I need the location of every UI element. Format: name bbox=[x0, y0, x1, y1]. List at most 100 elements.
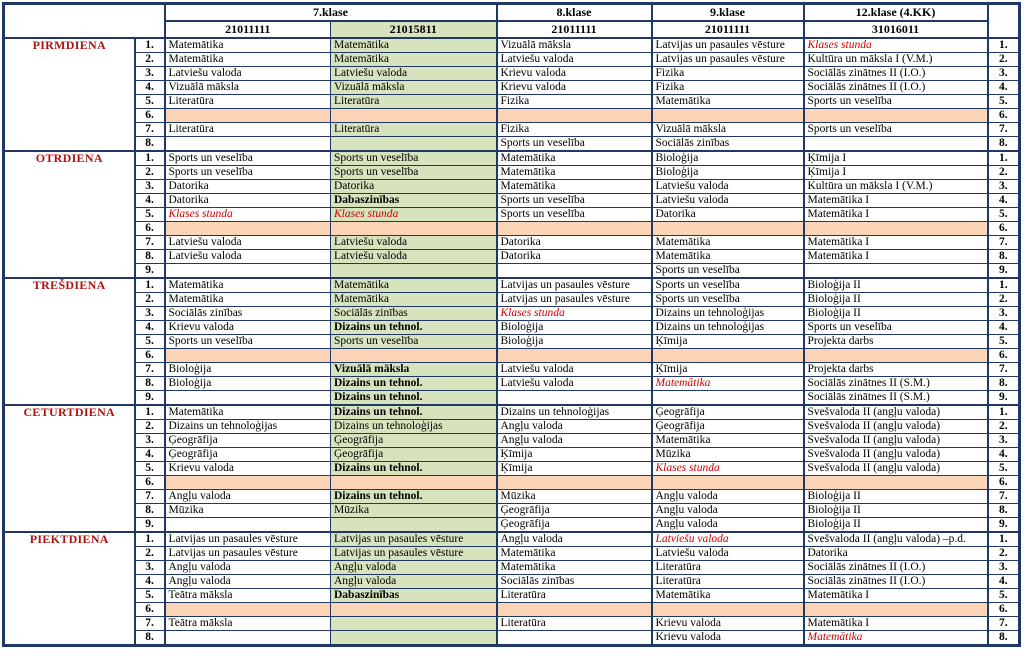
lesson-cell: Matemātika I bbox=[803, 207, 989, 222]
lesson-cell: Matemātika bbox=[803, 630, 989, 646]
period-number-right: 5. bbox=[986, 207, 1020, 222]
break-cell bbox=[330, 108, 498, 123]
lesson-cell: Sociālās zinātnes II (I.O.) bbox=[803, 66, 989, 81]
lesson-cell: Fizika bbox=[496, 94, 653, 109]
lesson-row: 4. Angļu valoda Angļu valoda Sociālās zinīb… bbox=[4, 574, 1020, 589]
lesson-cell: Matemātika bbox=[164, 37, 331, 53]
lesson-cell: Literatūra bbox=[330, 94, 498, 109]
period-number-left: 6. bbox=[133, 221, 166, 236]
lesson-row: 3. Latviešu valoda Latviešu valoda Krievu v… bbox=[4, 66, 1020, 81]
lesson-cell: Latviešu valoda bbox=[651, 193, 805, 208]
lesson-cell: Sociālās zinības bbox=[164, 306, 331, 321]
lesson-cell: Mūzika bbox=[330, 503, 498, 518]
period-number-right: 5. bbox=[986, 334, 1020, 349]
day-label: PIRMDIENA bbox=[3, 37, 136, 152]
lesson-cell: Bioloģija bbox=[164, 362, 331, 377]
period-number-left: 1. bbox=[133, 150, 166, 166]
lesson-cell: Matemātika bbox=[651, 588, 805, 603]
lesson-cell: Datorika bbox=[496, 235, 653, 250]
lesson-cell: Bioloģija II bbox=[803, 292, 989, 307]
lesson-row: 5. Sports un veselība Sports un veselība Bi… bbox=[4, 334, 1020, 349]
lesson-cell: Dizains un tehnoloģijas bbox=[164, 419, 331, 434]
lesson-cell: Bioloģija II bbox=[803, 306, 989, 321]
lesson-cell: Matemātika bbox=[496, 165, 653, 180]
lesson-cell: Ģeogrāfija bbox=[651, 404, 805, 420]
lesson-cell: Sociālās zinātnes II (S.M.) bbox=[803, 376, 989, 391]
break-row: 6. 6. bbox=[4, 348, 1020, 363]
lesson-cell: Dabaszinības bbox=[330, 193, 498, 208]
period-number-left: 1. bbox=[133, 404, 166, 420]
break-cell bbox=[803, 348, 989, 363]
lesson-cell: Svešvaloda II (angļu valoda) bbox=[803, 433, 989, 448]
lesson-cell: Matemātika bbox=[330, 52, 498, 67]
period-number-right: 1. bbox=[986, 37, 1020, 53]
lesson-cell: Krievu valoda bbox=[651, 630, 805, 646]
period-number-left: 2. bbox=[133, 52, 166, 67]
break-cell bbox=[330, 348, 498, 363]
lesson-cell: Sports un veselība bbox=[803, 320, 989, 335]
lesson-cell: Literatūra bbox=[651, 574, 805, 589]
period-number-left: 7. bbox=[133, 362, 166, 377]
period-number-right: 2. bbox=[986, 546, 1020, 561]
period-number-left: 7. bbox=[133, 235, 166, 250]
lesson-row: 9. Sports un veselība 9. bbox=[4, 263, 1020, 279]
lesson-cell: Sociālās zinības bbox=[496, 574, 653, 589]
lesson-cell: Latviešu valoda bbox=[496, 362, 653, 377]
lesson-row: 3. Datorika Datorika Matemātika Latviešu val… bbox=[4, 179, 1020, 194]
period-number-left: 5. bbox=[133, 334, 166, 349]
lesson-cell bbox=[330, 517, 498, 533]
period-number-left: 6. bbox=[133, 108, 166, 123]
lesson-row: 2. Sports un veselība Sports un veselība Ma… bbox=[4, 165, 1020, 180]
lesson-cell: Dizains un tehnoloģijas bbox=[651, 320, 805, 335]
lesson-cell: Matemātika bbox=[330, 292, 498, 307]
lesson-cell: Ģeogrāfija bbox=[330, 447, 498, 462]
period-number-right: 5. bbox=[986, 461, 1020, 476]
class-header-7: 7.klase bbox=[164, 3, 498, 22]
lesson-cell: Klases stunda bbox=[803, 37, 989, 53]
lesson-cell: Angļu valoda bbox=[496, 531, 653, 547]
period-number-right: 9. bbox=[986, 263, 1020, 279]
lesson-cell: Datorika bbox=[496, 249, 653, 264]
lesson-row: 8. Mūzika Mūzika Ģeogrāfija Angļu valoda Biol… bbox=[4, 503, 1020, 518]
lesson-cell: Matemātika bbox=[651, 376, 805, 391]
lesson-row: 4. Vizuālā māksla Vizuālā māksla Krievu val… bbox=[4, 80, 1020, 95]
period-number-right: 4. bbox=[986, 193, 1020, 208]
lesson-row: 2. Matemātika Matemātika Latviešu valoda Lat… bbox=[4, 52, 1020, 67]
lesson-row: OTRDIENA 1. Sports un veselība Sports un ve… bbox=[3, 150, 1020, 279]
break-cell bbox=[164, 108, 331, 123]
period-number-left: 8. bbox=[133, 249, 166, 264]
break-cell bbox=[330, 221, 498, 236]
lesson-cell: Latvijas un pasaules vēsture bbox=[330, 531, 498, 547]
period-number-right: 1. bbox=[986, 150, 1020, 166]
lesson-cell: Latvijas un pasaules vēsture bbox=[330, 546, 498, 561]
period-number-right: 8. bbox=[986, 136, 1020, 152]
period-number-left: 7. bbox=[133, 122, 166, 137]
period-number-left: 4. bbox=[133, 447, 166, 462]
lesson-cell: Dizains un tehnol. bbox=[330, 376, 498, 391]
lesson-row: 5. Literatūra Literatūra Fizika Matemātika Sp… bbox=[4, 94, 1020, 109]
period-number-left: 1. bbox=[133, 277, 166, 293]
lesson-cell: Matemātika bbox=[651, 235, 805, 250]
lesson-cell: Ķīmija I bbox=[803, 165, 989, 180]
lesson-cell: Datorika bbox=[330, 179, 498, 194]
lesson-cell: Matemātika I bbox=[803, 616, 989, 631]
corner-cell bbox=[3, 3, 166, 39]
period-number-right: 9. bbox=[986, 517, 1020, 533]
timetable-header: 7.klase 8.klase 9.klase 12.klase (4.KK) … bbox=[3, 3, 1020, 39]
lesson-cell bbox=[164, 263, 331, 279]
lesson-cell: Latvijas un pasaules vēsture bbox=[651, 52, 805, 67]
period-number-left: 5. bbox=[133, 94, 166, 109]
lesson-cell: Ķīmija I bbox=[803, 150, 989, 166]
lesson-cell: Sports un veselība bbox=[330, 150, 498, 166]
lesson-cell bbox=[496, 630, 653, 646]
break-row: 6. 6. bbox=[4, 475, 1020, 490]
lesson-cell: Sports un veselība bbox=[803, 122, 989, 137]
break-row: 6. 6. bbox=[4, 602, 1020, 617]
lesson-row: PIRMDIENA 1. Matemātika Matemātika Vizuālā m… bbox=[3, 37, 1020, 152]
period-number-left: 9. bbox=[133, 390, 166, 406]
lesson-cell: Angļu valoda bbox=[651, 503, 805, 518]
lesson-cell: Krievu valoda bbox=[164, 320, 331, 335]
lesson-cell: Latvijas un pasaules vēsture bbox=[164, 546, 331, 561]
period-number-right: 2. bbox=[986, 52, 1020, 67]
period-number-right: 2. bbox=[986, 292, 1020, 307]
